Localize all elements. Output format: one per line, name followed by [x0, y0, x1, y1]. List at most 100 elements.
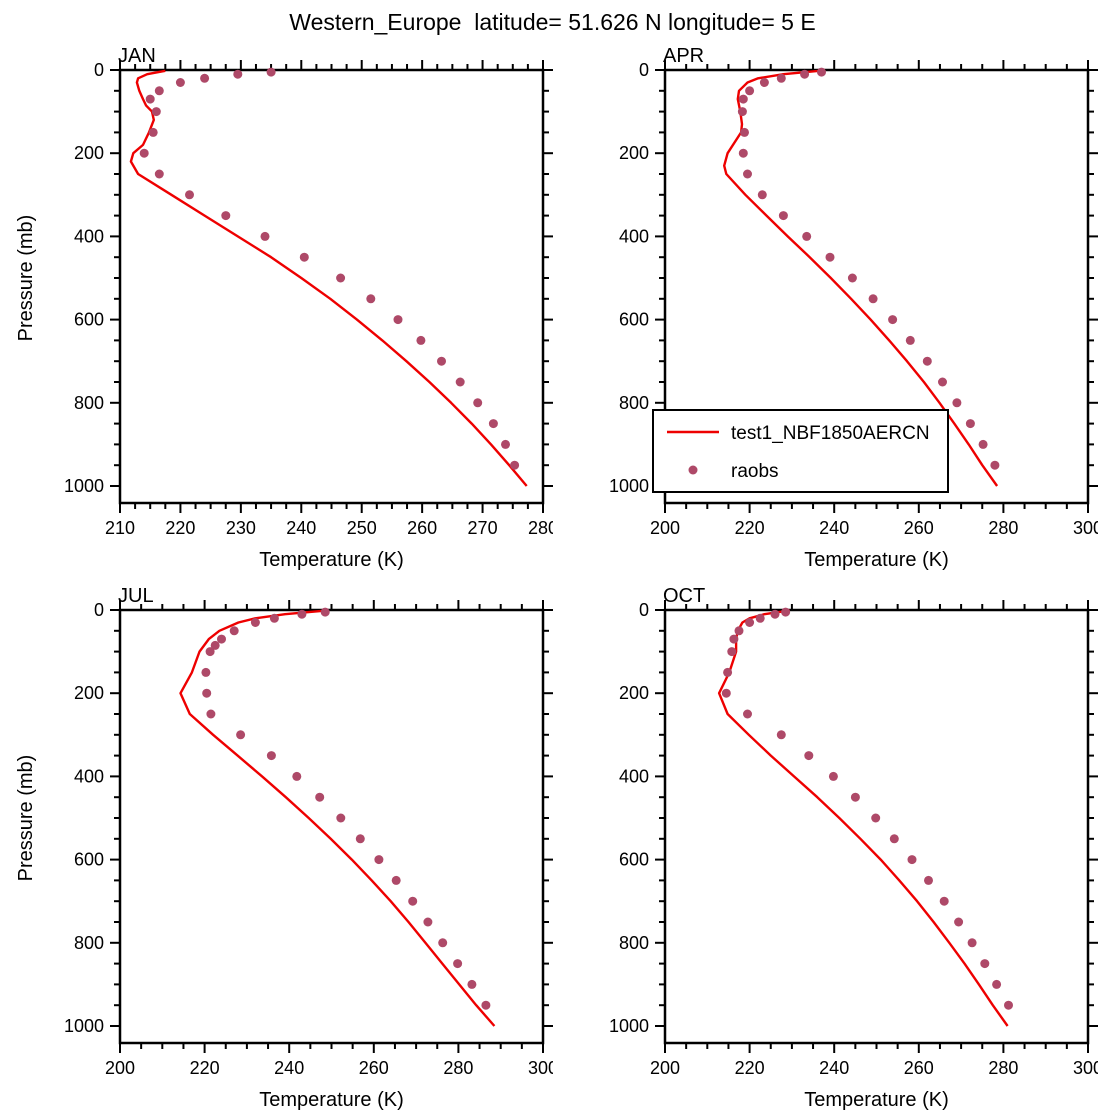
plot-frame: [118, 608, 545, 1045]
raobs-dot: [481, 1000, 491, 1010]
x-tick-label: 300: [1073, 1058, 1098, 1078]
raobs-dot: [907, 855, 917, 865]
raobs-dot: [151, 107, 161, 117]
raobs-dot: [233, 69, 243, 79]
panel-jan: JAN 210 220 230 240 250 260 270 280 0 200 400 600 800…: [15, 45, 553, 571]
raobs-dot: [770, 609, 780, 619]
raobs-dots: [737, 67, 1000, 470]
x-tick-label: 260: [407, 518, 437, 538]
raobs-dot: [154, 169, 164, 179]
raobs-dot: [336, 273, 346, 283]
raobs-dot: [236, 730, 246, 740]
panel-apr: APR 200 220 240 260 280 300 0 200 400 600 800 1000 Te…: [609, 45, 1098, 571]
x-tick-label: 300: [528, 1058, 553, 1078]
raobs-dot: [453, 959, 463, 969]
raobs-dot: [355, 834, 365, 844]
raobs-dot: [374, 855, 384, 865]
raobs-dot: [939, 896, 949, 906]
raobs-dot: [297, 609, 307, 619]
x-tick-label: 300: [1073, 518, 1098, 538]
x-tick-label: 240: [819, 1058, 849, 1078]
raobs-dot: [200, 73, 210, 83]
raobs-dot: [980, 959, 990, 969]
x-axis-title: Temperature (K): [259, 1089, 404, 1111]
raobs-dot: [743, 169, 752, 179]
raobs-dot: [501, 439, 510, 449]
raobs-dot: [416, 335, 426, 345]
raobs-dot: [800, 69, 810, 79]
raobs-dot: [759, 78, 769, 87]
raobs-dot: [850, 792, 860, 802]
raobs-dot: [175, 78, 185, 87]
x-tick-label: 220: [165, 518, 195, 538]
raobs-dot: [802, 231, 812, 241]
x-tick-label: 200: [105, 1058, 135, 1078]
x-tick-label: 280: [988, 1058, 1018, 1078]
raobs-dot: [924, 875, 933, 885]
raobs-dot: [740, 127, 749, 137]
raobs-dot: [954, 917, 964, 927]
x-tick-label: 240: [819, 518, 849, 538]
raobs-dot: [737, 107, 747, 117]
legend-dot-sample: [688, 465, 698, 475]
x-tick-label: 210: [105, 518, 135, 538]
raobs-dot: [148, 127, 158, 137]
y-tick-label: 0: [639, 600, 649, 620]
raobs-dot: [738, 148, 748, 158]
x-tick-label: 270: [468, 518, 498, 538]
x-axis-title: Temperature (K): [804, 549, 949, 571]
raobs-dot: [729, 634, 739, 644]
x-tick-label: 220: [735, 1058, 765, 1078]
x-tick-label: 280: [988, 518, 1018, 538]
raobs-dot: [967, 938, 977, 948]
raobs-dot: [847, 273, 857, 283]
raobs-dot: [217, 634, 226, 644]
raobs-dot: [738, 94, 748, 104]
panel-jul-chart: JUL 200 220 240 260 280 300 0 200 400 600 800 1000 Te…: [15, 585, 553, 1111]
raobs-dot: [828, 771, 838, 781]
raobs-dot: [978, 439, 988, 449]
x-tick-label: 260: [359, 1058, 389, 1078]
panel-month-label: JUL: [118, 585, 154, 607]
raobs-dot: [393, 315, 403, 325]
raobs-dot: [888, 315, 898, 325]
x-axis-title: Temperature (K): [259, 549, 404, 571]
raobs-dot: [408, 896, 418, 906]
raobs-dots: [201, 607, 491, 1010]
raobs-dot: [145, 94, 155, 104]
raobs-dot: [510, 460, 520, 470]
raobs-dot: [778, 211, 788, 221]
panel-jul: JUL 200 220 240 260 280 300 0 200 400 600 800 1000 Te…: [15, 585, 553, 1111]
model-line: [717, 609, 1009, 1027]
raobs-dot: [781, 607, 791, 617]
raobs-dot: [269, 613, 279, 623]
panel-month-label: JAN: [118, 45, 156, 67]
raobs-dot: [721, 688, 731, 698]
raobs-dot: [723, 667, 733, 677]
y-axis-title: Pressure (mb): [15, 755, 37, 882]
y-tick-label: 1000: [609, 1016, 649, 1036]
raobs-dot: [871, 813, 881, 823]
raobs-dot: [292, 771, 302, 781]
raobs-dot: [938, 377, 947, 387]
raobs-dot: [206, 709, 216, 719]
legend-line-label: test1_NBF1850AERCN: [731, 423, 930, 444]
raobs-dot: [992, 979, 1002, 989]
raobs-dot: [221, 211, 231, 221]
x-tick-label: 240: [286, 518, 316, 538]
panel-jan-chart: JAN 210 220 230 240 250 260 270 280 0 200 400 600 800…: [15, 45, 553, 571]
y-tick-label: 800: [619, 393, 649, 413]
raobs-dot: [990, 460, 1000, 470]
raobs-dot: [266, 67, 276, 77]
raobs-dot: [437, 356, 446, 366]
y-tick-label: 200: [74, 683, 104, 703]
raobs-dot: [366, 294, 376, 304]
chart-grid: JAN 210 220 230 240 250 260 270 280 0 200 400 600 800…: [8, 40, 1105, 1120]
raobs-dot: [745, 86, 755, 96]
x-tick-label: 230: [226, 518, 256, 538]
y-tick-label: 0: [639, 60, 649, 80]
y-tick-label: 400: [74, 766, 104, 786]
y-axis-title: Pressure (mb): [15, 215, 37, 342]
x-tick-label: 260: [904, 518, 934, 538]
raobs-dot: [154, 86, 164, 96]
